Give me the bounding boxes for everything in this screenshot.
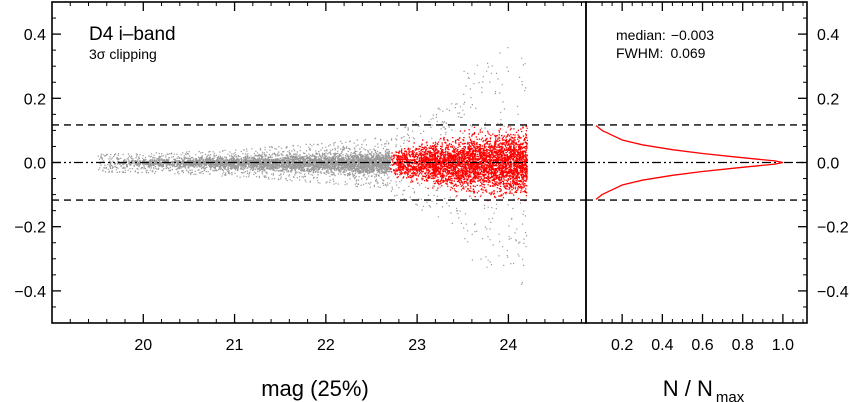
hist-y-tick-label: 0.0 <box>817 156 839 173</box>
hist-x-tick-label: 0.4 <box>651 337 673 354</box>
hist-x-tick-label: 1.0 <box>772 337 794 354</box>
y-tick-label: −0.2 <box>14 220 46 237</box>
x-tick-label: 24 <box>500 337 518 354</box>
y-tick-label: 0.2 <box>24 91 46 108</box>
x-tick-label: 22 <box>317 337 335 354</box>
y-tick-label: −0.4 <box>14 284 46 301</box>
histogram-ticks: 0.2 0.4 0.6 0.8 1.0 −0.4 −0.2 0.0 0.2 0.4 <box>601 1 849 354</box>
hist-y-tick-label: −0.2 <box>817 220 849 237</box>
histogram-x-label-main: N / N <box>663 376 713 401</box>
median-value: −0.003 <box>671 27 714 43</box>
plot-subtitle: 3σ clipping <box>89 46 157 62</box>
x-tick-label: 21 <box>226 337 244 354</box>
scatter-grey-points <box>97 47 528 285</box>
main-ticks: 20 21 22 23 24 −0.4 −0.2 0.0 0.2 0.4 <box>14 1 582 354</box>
hist-y-tick-label: 0.2 <box>817 91 839 108</box>
y-tick-label: 0.4 <box>24 27 46 44</box>
y-tick-label: 0.0 <box>24 156 46 173</box>
main-panel: 20 21 22 23 24 −0.4 −0.2 0.0 0.2 0.4 D4 i–band 3σ… <box>14 1 587 401</box>
fwhm-label: FWHM: <box>616 45 663 61</box>
median-annotation: median: −0.003 <box>616 27 714 43</box>
plot-title: D4 i–band <box>89 24 176 45</box>
fwhm-value: 0.069 <box>670 45 705 61</box>
hist-y-tick-label: 0.4 <box>817 27 839 44</box>
hist-x-tick-label: 0.2 <box>611 337 633 354</box>
scatter-points-layer <box>97 47 528 285</box>
histogram-x-label-sub: max <box>716 389 745 402</box>
x-tick-label: 23 <box>408 337 426 354</box>
fwhm-annotation: FWHM: 0.069 <box>616 45 706 61</box>
subtitle-prefix: 3 <box>89 46 97 62</box>
median-label: median: <box>616 27 666 43</box>
hist-y-tick-label: −0.4 <box>817 284 849 301</box>
x-tick-label: 20 <box>134 337 152 354</box>
x-axis-label: mag (25%) <box>261 376 369 401</box>
histogram-curve <box>595 125 784 200</box>
hist-x-tick-label: 0.6 <box>691 337 713 354</box>
histogram-panel: 0.2 0.4 0.6 0.8 1.0 −0.4 −0.2 0.0 0.2 0.4 median:… <box>585 1 849 402</box>
hist-x-tick-label: 0.8 <box>732 337 754 354</box>
subtitle-sigma: σ <box>97 46 106 62</box>
subtitle-suffix: clipping <box>105 46 156 62</box>
scatter-red-points <box>390 125 528 202</box>
